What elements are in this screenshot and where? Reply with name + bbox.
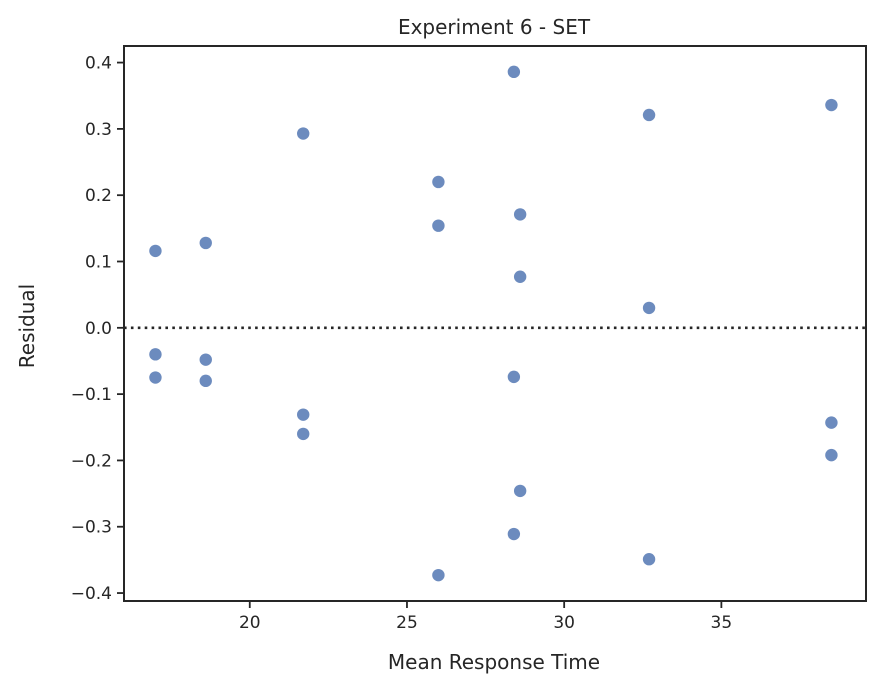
data-point: [199, 374, 212, 388]
y-tick-label: 0.4: [85, 54, 112, 74]
data-point: [432, 175, 445, 189]
data-point: [825, 98, 838, 112]
x-tick-label: 35: [711, 613, 733, 633]
data-point: [507, 65, 521, 79]
data-point: [297, 408, 310, 421]
data-point: [513, 208, 527, 221]
data-point: [199, 236, 212, 250]
y-tick-label: −0.4: [71, 584, 112, 604]
data-point: [199, 353, 212, 366]
data-point: [513, 270, 527, 283]
x-axis-label: Mean Response Time: [388, 650, 600, 674]
x-tick-label: 20: [239, 613, 261, 633]
y-tick-label: 0.1: [85, 253, 112, 273]
data-point: [297, 427, 310, 441]
data-point: [297, 127, 310, 140]
data-point: [642, 301, 656, 315]
data-point: [507, 527, 521, 541]
y-tick-label: 0.3: [85, 120, 112, 140]
data-point: [513, 484, 527, 498]
chart-title: Experiment 6 - SET: [398, 15, 591, 39]
y-tick-label: −0.2: [71, 451, 112, 471]
y-tick-label: 0.2: [85, 186, 112, 206]
data-point: [642, 553, 656, 566]
plot-area: 20 25 30 35 0.4 0.3 0.2 0.1 0.0 −0.1 −0.2 −0.3 −0.4: [71, 45, 867, 633]
x-tick-label: 25: [396, 613, 418, 633]
data-point: [149, 244, 162, 258]
y-tick-label: −0.1: [71, 385, 112, 405]
plot-frame: [123, 45, 867, 602]
x-tick-label: 30: [553, 613, 575, 633]
data-point: [825, 416, 838, 429]
data-point: [149, 371, 162, 384]
data-point: [642, 108, 656, 122]
y-tick-label: 0.0: [85, 319, 112, 339]
data-point: [432, 568, 445, 582]
y-tick-label: −0.3: [71, 518, 112, 538]
data-point: [149, 348, 162, 361]
data-point: [507, 370, 521, 384]
y-axis-label: Residual: [15, 284, 39, 368]
data-point: [825, 448, 838, 462]
data-point: [432, 219, 445, 232]
